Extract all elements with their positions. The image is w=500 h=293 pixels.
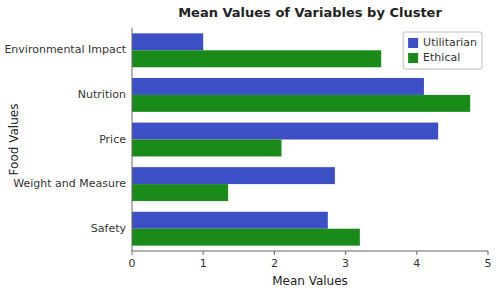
legend-swatch [408,38,418,48]
category-label: Safety [91,222,127,235]
x-axis-label: Mean Values [272,274,348,288]
bar [132,212,328,229]
y-axis-line [132,28,133,251]
x-tick [488,251,489,255]
x-axis-line [132,251,488,252]
bar [132,78,424,95]
legend-label: Ethical [423,51,460,64]
x-tick [416,251,417,255]
x-tick-label: 1 [200,257,207,270]
bar [132,50,381,67]
x-tick-label: 5 [485,257,492,270]
legend-swatch [408,53,418,63]
legend-box [403,32,482,69]
bar [132,95,470,112]
x-tick-label: 2 [271,257,278,270]
bar [132,140,282,157]
bar [132,229,360,246]
chart-container: Mean Values of Variables by Cluster 0 1 2 3 4… [0,0,500,293]
category-label: Environmental Impact [4,43,126,56]
bar [132,33,203,50]
y-axis: Environmental Impact Nutrition Price Weight… [4,43,126,234]
x-tick-label: 0 [129,257,136,270]
legend: Utilitarian Ethical [403,32,482,69]
x-axis: 0 1 2 3 4 5 [129,251,492,270]
title: Mean Values of Variables by Cluster [178,5,442,20]
chart: Mean Values of Variables by Cluster 0 1 2 3 4… [0,0,500,293]
legend-label: Utilitarian [423,36,477,49]
x-tick [132,251,133,255]
bar [132,123,438,140]
bar [132,184,228,201]
y-axis-label: Food Values [7,104,21,176]
x-tick-label: 3 [342,257,349,270]
bar [132,167,335,184]
x-tick [274,251,275,255]
category-label: Price [99,133,126,146]
x-tick-label: 4 [413,257,420,270]
x-tick [345,251,346,255]
category-label: Nutrition [78,88,126,101]
category-label: Weight and Measure [13,177,126,190]
x-tick [203,251,204,255]
